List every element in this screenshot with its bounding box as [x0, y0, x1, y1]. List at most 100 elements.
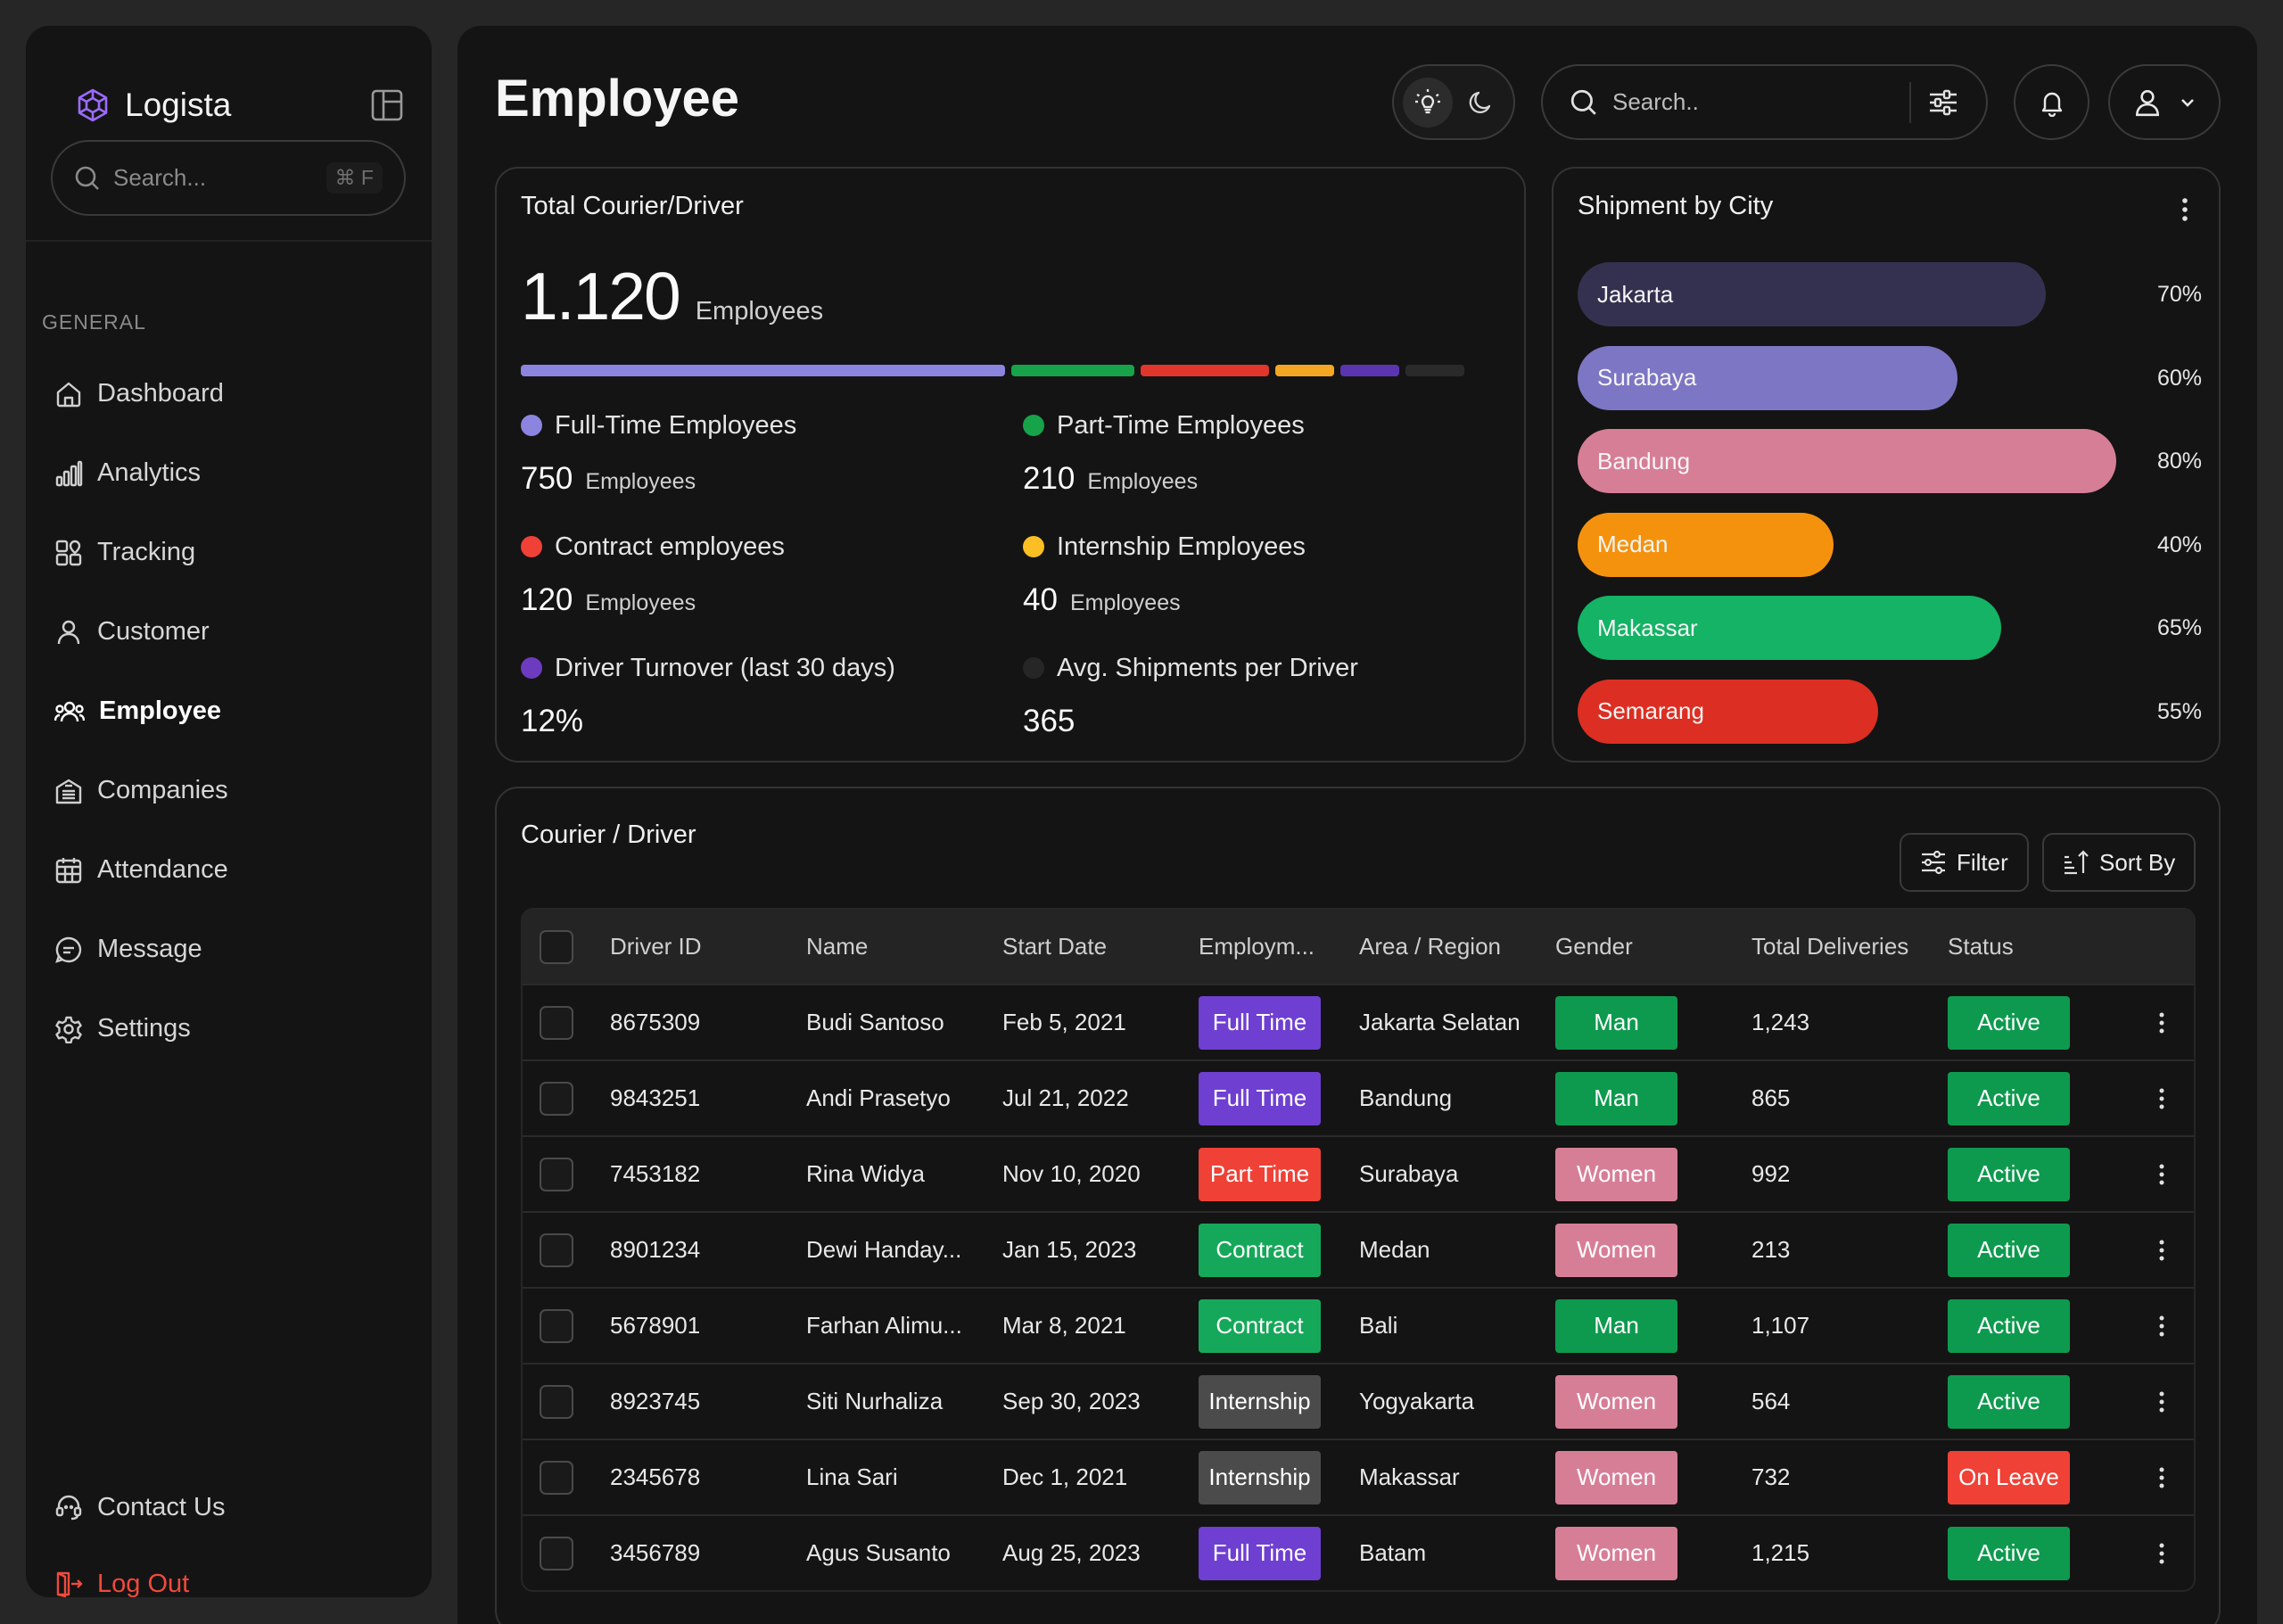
header-search-placeholder: Search.. — [1612, 88, 1699, 115]
row-checkbox[interactable] — [540, 1536, 573, 1570]
sort-button[interactable]: Sort By — [2042, 833, 2196, 892]
row-checkbox[interactable] — [540, 1232, 573, 1267]
dark-mode-button[interactable] — [1455, 78, 1505, 128]
sidebar-search[interactable]: Search... ⌘ F — [51, 140, 406, 216]
status-badge: Active — [1948, 1526, 2070, 1580]
search-separator — [1909, 81, 1911, 123]
column-header[interactable]: Driver ID — [610, 933, 702, 960]
employment-cell: Part Time — [1199, 1147, 1359, 1201]
city-bar[interactable]: Bandung — [1578, 429, 2116, 493]
brand[interactable]: Logista — [75, 87, 231, 124]
employment-badge: Contract — [1199, 1223, 1321, 1277]
row-checkbox[interactable] — [540, 1384, 573, 1419]
row-checkbox-cell — [523, 1536, 610, 1570]
city-bar[interactable]: Medan — [1578, 512, 1834, 577]
column-header[interactable]: Name — [806, 933, 869, 960]
city-bar[interactable]: Semarang — [1578, 679, 1878, 744]
status-badge: Active — [1948, 995, 2070, 1050]
sidebar-item-label: Tracking — [97, 538, 196, 566]
more-options-icon[interactable] — [2181, 197, 2188, 222]
stat-unit: Employees — [585, 469, 696, 494]
more-options-icon[interactable] — [2158, 1390, 2165, 1414]
stat-dot — [1023, 415, 1044, 436]
status-cell: Active — [1948, 1223, 2126, 1277]
table-row[interactable]: 7453182 Rina Widya Nov 10, 2020 Part Time Su… — [523, 1135, 2194, 1211]
column-header[interactable]: Employm... — [1199, 933, 1315, 960]
start-date: Mar 8, 2021 — [1002, 1312, 1126, 1339]
table-row[interactable]: 8675309 Budi Santoso Feb 5, 2021 Full Time J… — [523, 984, 2194, 1059]
city-row: Bandung 80% — [1578, 429, 2202, 493]
sidebar-item-label: Attendance — [97, 855, 228, 884]
gender-badge: Women — [1555, 1147, 1677, 1201]
stat-dot — [1023, 536, 1044, 557]
city-bar[interactable]: Surabaya — [1578, 345, 1957, 410]
filter-button[interactable]: Filter — [1900, 833, 2029, 892]
more-options-icon[interactable] — [2158, 1466, 2165, 1489]
sidebar-item-message[interactable]: Message — [26, 910, 432, 989]
driver-name: Lina Sari — [806, 1463, 898, 1490]
sidebar-item-dashboard[interactable]: Dashboard — [26, 354, 432, 433]
more-options-icon[interactable] — [2158, 1087, 2165, 1110]
sidebar-toggle-icon[interactable] — [370, 88, 404, 122]
more-options-icon[interactable] — [2158, 1011, 2165, 1035]
sidebar-item-tracking[interactable]: Tracking — [26, 513, 432, 592]
theme-toggle[interactable] — [1392, 64, 1515, 140]
sidebar-item-contact[interactable]: Contact Us — [26, 1469, 432, 1546]
sidebar-item-logout[interactable]: Log Out — [26, 1546, 432, 1622]
more-options-icon[interactable] — [2158, 1315, 2165, 1338]
row-checkbox[interactable] — [540, 1308, 573, 1343]
header-search[interactable]: Search.. — [1541, 64, 1988, 140]
more-options-icon[interactable] — [2158, 1163, 2165, 1186]
status-badge: Active — [1948, 1298, 2070, 1353]
employee-stat: Internship Employees 40 Employees — [1023, 529, 1504, 650]
sidebar-item-analytics[interactable]: Analytics — [26, 433, 432, 513]
start-date: Dec 1, 2021 — [1002, 1463, 1128, 1490]
sidebar-item-employee[interactable]: Employee — [26, 672, 432, 751]
table-row[interactable]: 2345678 Lina Sari Dec 1, 2021 Internship Mak… — [523, 1439, 2194, 1514]
status-cell: Active — [1948, 995, 2126, 1050]
column-header[interactable]: Gender — [1555, 933, 1633, 960]
column-header[interactable]: Area / Region — [1359, 933, 1501, 960]
area-region: Batam — [1359, 1539, 1427, 1566]
city-row: Surabaya 60% — [1578, 345, 2202, 410]
area-region: Surabaya — [1359, 1160, 1459, 1187]
more-options-icon[interactable] — [2158, 1239, 2165, 1262]
notifications-button[interactable] — [2014, 64, 2089, 140]
sidebar-item-settings[interactable]: Settings — [26, 989, 432, 1068]
distribution-segment — [1405, 365, 1464, 376]
stat-label-text: Contract employees — [555, 532, 785, 561]
column-header[interactable]: Total Deliveries — [1751, 933, 1909, 960]
table-row[interactable]: 8901234 Dewi Handay... Jan 15, 2023 Contrac… — [523, 1211, 2194, 1287]
stat-unit: Employees — [585, 590, 696, 615]
sliders-icon[interactable] — [1927, 87, 1959, 119]
table-row[interactable]: 8923745 Siti Nurhaliza Sep 30, 2023 Interns… — [523, 1363, 2194, 1439]
area-region: Jakarta Selatan — [1359, 1009, 1521, 1035]
sidebar-item-companies[interactable]: Companies — [26, 751, 432, 830]
city-name: Surabaya — [1597, 364, 1697, 391]
employment-cell: Internship — [1199, 1450, 1359, 1504]
table-row[interactable]: 9843251 Andi Prasetyo Jul 21, 2022 Full Tim… — [523, 1059, 2194, 1135]
city-percentage: 70% — [2156, 282, 2202, 307]
row-actions-cell — [2126, 1011, 2194, 1035]
column-header[interactable]: Start Date — [1002, 933, 1108, 960]
column-header[interactable]: Status — [1948, 933, 2014, 960]
stat-dot — [521, 536, 542, 557]
row-checkbox[interactable] — [540, 1005, 573, 1040]
row-checkbox[interactable] — [540, 1157, 573, 1191]
user-menu-button[interactable] — [2108, 64, 2221, 140]
city-bar[interactable]: Makassar — [1578, 596, 2001, 660]
status-cell: Active — [1948, 1071, 2126, 1125]
light-mode-button[interactable] — [1402, 77, 1453, 128]
row-checkbox[interactable] — [540, 1081, 573, 1116]
more-options-icon[interactable] — [2158, 1542, 2165, 1565]
filter-label: Filter — [1957, 848, 2008, 876]
city-bar[interactable]: Jakarta — [1578, 262, 2046, 326]
row-checkbox-cell — [523, 1460, 610, 1495]
row-checkbox[interactable] — [540, 1460, 573, 1495]
table-row[interactable]: 5678901 Farhan Alimu... Mar 8, 2021 Contrac… — [523, 1287, 2194, 1363]
select-all-checkbox[interactable] — [540, 929, 573, 964]
sidebar-item-customer[interactable]: Customer — [26, 592, 432, 672]
table-row[interactable]: 3456789 Agus Susanto Aug 25, 2023 Full Time… — [523, 1514, 2194, 1590]
sidebar-item-attendance[interactable]: Attendance — [26, 830, 432, 910]
gear-icon — [54, 1015, 83, 1043]
